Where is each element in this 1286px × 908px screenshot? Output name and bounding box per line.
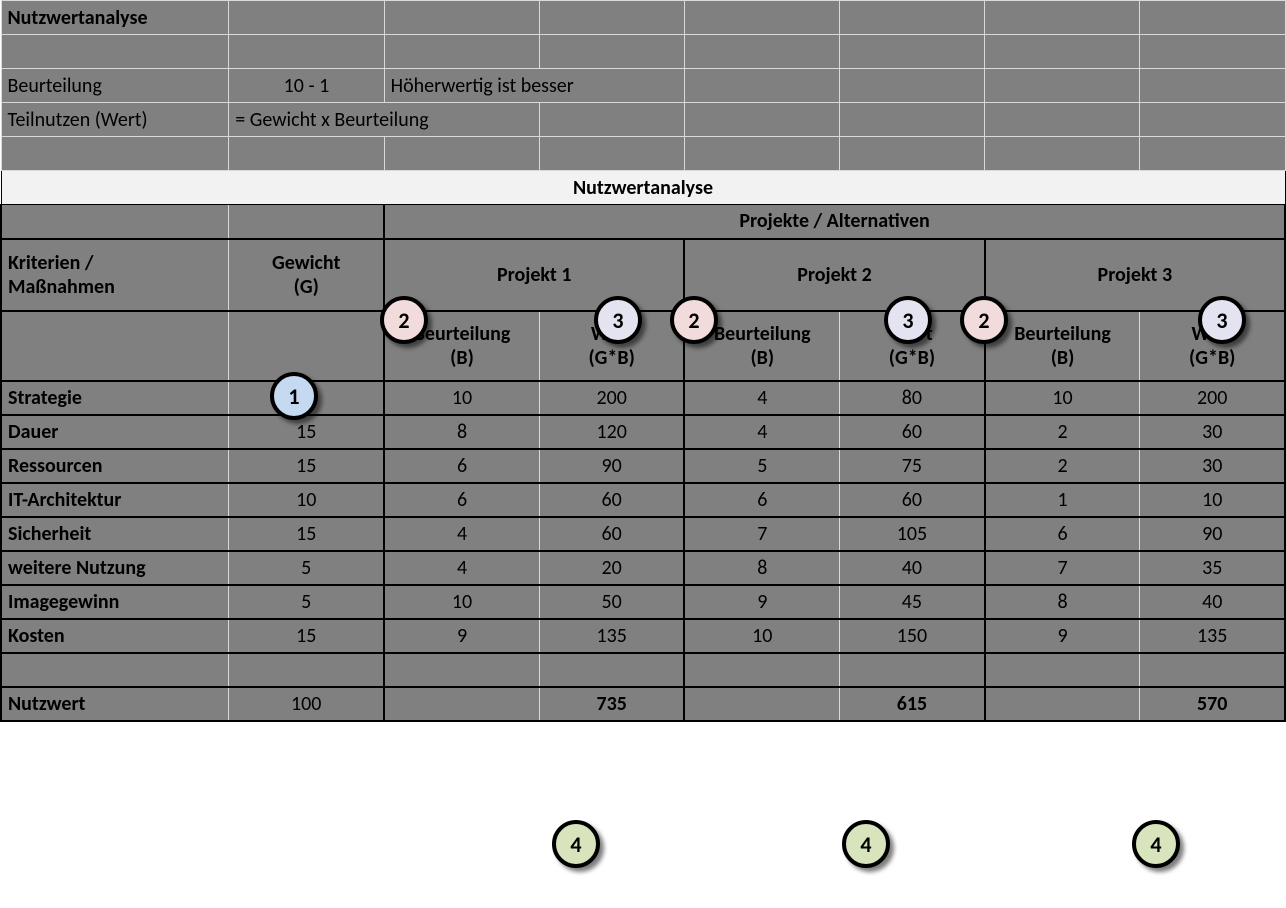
- criteria-name: Strategie: [1, 381, 229, 415]
- criteria-name: Sicherheit: [1, 517, 229, 551]
- proj3-header: Projekt 3: [985, 239, 1285, 311]
- row-blank2: [1, 137, 1285, 171]
- criteria-name: Kosten: [1, 619, 229, 653]
- row-title: Nutzwertanalyse: [1, 1, 1285, 35]
- criteria-name: Imagegewinn: [1, 585, 229, 619]
- table-row: IT-Architektur 10 6 60 6 60 1 10: [1, 483, 1285, 517]
- cell-b3: 10: [985, 381, 1140, 415]
- cell-w1: 200: [539, 381, 684, 415]
- totals-g: 100: [229, 687, 384, 721]
- cell-w2: 80: [840, 381, 985, 415]
- table-row: Sicherheit 15 4 60 7 105 6 90: [1, 517, 1285, 551]
- row-blank: [1, 35, 1285, 69]
- row-beurteilung: Beurteilung 10 - 1 Höherwertig ist besse…: [1, 69, 1285, 103]
- nutzwert-table: Nutzwertanalyse Beurteilung 10 - 1 Höher…: [0, 0, 1286, 722]
- criteria-l1: Kriterien /: [8, 251, 93, 275]
- cell-b1: 10: [384, 381, 539, 415]
- label-teilnutzen: Teilnutzen (Wert): [1, 103, 229, 137]
- badge-2c: 2: [960, 296, 1008, 344]
- badge-4a: 4: [552, 820, 600, 868]
- table-row: Imagegewinn 5 10 50 9 45 8 40: [1, 585, 1285, 619]
- weight-l1: Gewicht: [272, 251, 340, 275]
- badge-3a: 3: [594, 296, 642, 344]
- value-beurteilung-range: 10 - 1: [229, 69, 384, 103]
- badge-1: 1: [270, 372, 318, 420]
- badge-3c: 3: [1198, 296, 1246, 344]
- projects-header: Projekte / Alternativen: [384, 205, 1285, 239]
- label-beurteilung: Beurteilung: [1, 69, 229, 103]
- cell-b2: 4: [684, 381, 839, 415]
- criteria-name: weitere Nutzung: [1, 551, 229, 585]
- row-blank3: [1, 653, 1285, 687]
- criteria-name: Dauer: [1, 415, 229, 449]
- criteria-name: IT-Architektur: [1, 483, 229, 517]
- row-totals: Nutzwert 100 735 615 570: [1, 687, 1285, 721]
- badge-4b: 4: [842, 820, 890, 868]
- table-row: Strategie 20 10 200 4 80 10 200: [1, 381, 1285, 415]
- row-teilnutzen: Teilnutzen (Wert) = Gewicht x Beurteilun…: [1, 103, 1285, 137]
- value-teilnutzen-formula: = Gewicht x Beurteilung: [229, 103, 540, 137]
- badge-3b: 3: [884, 296, 932, 344]
- badge-4c: 4: [1132, 820, 1180, 868]
- table-row: Ressourcen 15 6 90 5 75 2 30: [1, 449, 1285, 483]
- totals-p2: 615: [840, 687, 985, 721]
- table-row: Dauer 15 8 120 4 60 2 30: [1, 415, 1285, 449]
- page-title: Nutzwertanalyse: [1, 1, 229, 35]
- totals-p3: 570: [1140, 687, 1285, 721]
- spreadsheet: Nutzwertanalyse Beurteilung 10 - 1 Höher…: [0, 0, 1286, 722]
- weight-l2: (G): [294, 275, 319, 299]
- criteria-l2: Maßnahmen: [8, 275, 115, 299]
- totals-p1: 735: [539, 687, 684, 721]
- row-main-title: Nutzwertanalyse: [1, 171, 1285, 205]
- criteria-label: Kriterien / Maßnahmen: [1, 239, 229, 311]
- row-col-headers-1: Kriterien / Maßnahmen Gewicht (G) Projek…: [1, 239, 1285, 311]
- row-col-headers-2: Beurteilung(B) Wert(G*B) Beurteilung(B) …: [1, 311, 1285, 381]
- table-main-title: Nutzwertanalyse: [1, 171, 1285, 205]
- row-projects-header: Projekte / Alternativen: [1, 205, 1285, 239]
- proj1-header: Projekt 1: [384, 239, 684, 311]
- table-row: Kosten 15 9 135 10 150 9 135: [1, 619, 1285, 653]
- totals-label: Nutzwert: [1, 687, 229, 721]
- weight-label: Gewicht (G): [229, 239, 384, 311]
- criteria-name: Ressourcen: [1, 449, 229, 483]
- cell-w3: 200: [1140, 381, 1285, 415]
- badge-2b: 2: [670, 296, 718, 344]
- proj2-header: Projekt 2: [684, 239, 984, 311]
- value-beurteilung-desc: Höherwertig ist besser: [384, 69, 684, 103]
- table-row: weitere Nutzung 5 4 20 8 40 7 35: [1, 551, 1285, 585]
- badge-2a: 2: [380, 296, 428, 344]
